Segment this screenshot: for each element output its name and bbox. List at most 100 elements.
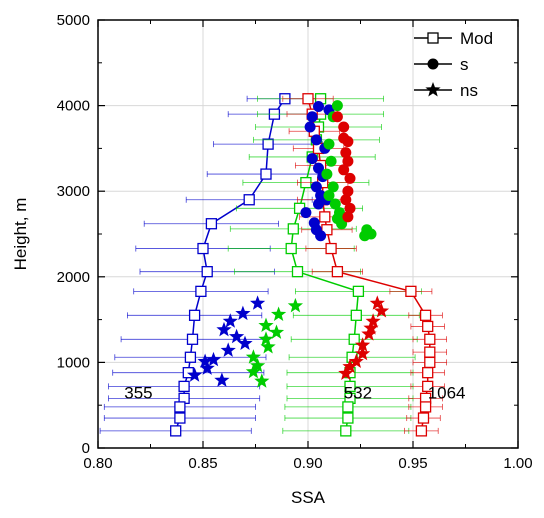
x-tick-label: 0.80: [83, 455, 112, 472]
data-point-square: [419, 309, 432, 321]
y-tick-label: 3000: [57, 183, 90, 200]
data-point-circle: [313, 100, 324, 112]
data-point-square: [319, 211, 331, 223]
y-axis-title: Height, m: [11, 198, 30, 271]
data-point-square: [352, 285, 365, 298]
data-point-square: [174, 412, 186, 424]
data-point-star: [258, 331, 274, 346]
data-point-star: [287, 297, 304, 313]
data-point-star: [260, 338, 276, 354]
legend-label: ns: [460, 81, 478, 100]
data-point-circle: [338, 164, 350, 176]
legend-marker-circle: [427, 58, 439, 70]
legend-marker-star: [425, 82, 441, 97]
data-point-circle: [304, 121, 316, 133]
data-point-square: [243, 194, 255, 206]
data-point-star: [199, 360, 215, 375]
data-point-square: [285, 242, 297, 255]
data-point-circle: [342, 155, 354, 167]
data-point-star: [365, 313, 381, 328]
data-point-square: [325, 242, 337, 255]
data-point-square: [422, 320, 434, 333]
legend-label: Mod: [460, 29, 493, 48]
data-point-circle: [342, 185, 354, 197]
data-point-square: [287, 223, 299, 235]
data-point-circle: [342, 136, 354, 148]
annotations: 355 532 1064: [124, 383, 465, 402]
x-tick-label: 1.00: [503, 455, 532, 472]
data-point-star: [245, 349, 262, 364]
data-point-square: [186, 333, 199, 345]
data-point-star: [235, 305, 251, 321]
legend-label: s: [460, 55, 469, 74]
data-point-square: [197, 242, 209, 255]
data-point-star: [338, 365, 354, 380]
x-tick-label: 0.85: [188, 455, 217, 472]
data-point-circle: [331, 213, 343, 225]
series-s-1064: [331, 111, 356, 223]
data-point-square: [331, 266, 344, 278]
data-point-circle: [310, 181, 322, 193]
data-point-circle: [327, 181, 339, 193]
data-point-circle: [313, 162, 324, 174]
data-point-square: [415, 425, 428, 437]
data-point-star: [342, 358, 358, 374]
data-point-circle: [306, 153, 318, 165]
legend-item-s: s: [414, 55, 469, 74]
data-point-square: [195, 285, 207, 298]
y-tick-label: 2000: [57, 269, 90, 286]
data-point-square: [348, 333, 360, 345]
data-point-circle: [365, 228, 377, 240]
data-point-square: [424, 356, 436, 369]
series-ns-1064: [338, 295, 390, 380]
data-point-circle: [340, 194, 352, 206]
y-tick-label: 1000: [57, 354, 90, 371]
data-point-square: [260, 168, 272, 180]
data-point-star: [222, 313, 238, 328]
data-point-square: [342, 401, 354, 413]
data-point-square: [184, 351, 197, 363]
data-point-circle: [329, 198, 341, 210]
data-point-square: [291, 266, 304, 278]
data-point-square: [340, 425, 352, 437]
data-point-circle: [344, 202, 356, 214]
wavelength-label: 355: [124, 383, 152, 402]
data-point-circle: [321, 168, 333, 180]
legend: Mod s ns: [414, 29, 493, 100]
data-point-circle: [342, 211, 354, 223]
data-point-star: [363, 320, 379, 335]
data-point-square: [422, 380, 434, 393]
data-point-square: [344, 380, 356, 393]
data-point-square: [350, 309, 362, 321]
data-point-circle: [331, 100, 343, 112]
data-point-square: [302, 93, 314, 105]
data-point-square: [419, 401, 432, 413]
x-axis-title: SSA: [291, 488, 326, 507]
data-point-star: [237, 335, 253, 351]
data-point-star: [258, 317, 274, 333]
y-tick-label: 4000: [57, 98, 90, 115]
series-ns-532: [245, 297, 304, 388]
data-point-circle: [306, 111, 318, 123]
data-point-square: [424, 346, 436, 358]
wavelength-label: 532: [344, 383, 372, 402]
data-point-star: [205, 351, 222, 367]
data-point-square: [417, 412, 430, 424]
data-point-star: [373, 303, 390, 318]
data-point-circle: [338, 121, 350, 133]
data-point-circle: [340, 147, 352, 159]
legend-item-mod: Mod: [414, 29, 493, 48]
data-point-circle: [323, 189, 335, 201]
data-point-star: [214, 372, 230, 387]
data-point-star: [354, 345, 371, 361]
wavelength-label: 1064: [428, 383, 466, 402]
data-point-square: [201, 266, 213, 278]
data-point-square: [422, 367, 434, 379]
data-layer: [99, 93, 448, 437]
data-point-star: [249, 295, 266, 310]
data-point-star: [268, 324, 285, 339]
legend-marker-square: [427, 32, 439, 44]
data-point-square: [205, 218, 218, 230]
